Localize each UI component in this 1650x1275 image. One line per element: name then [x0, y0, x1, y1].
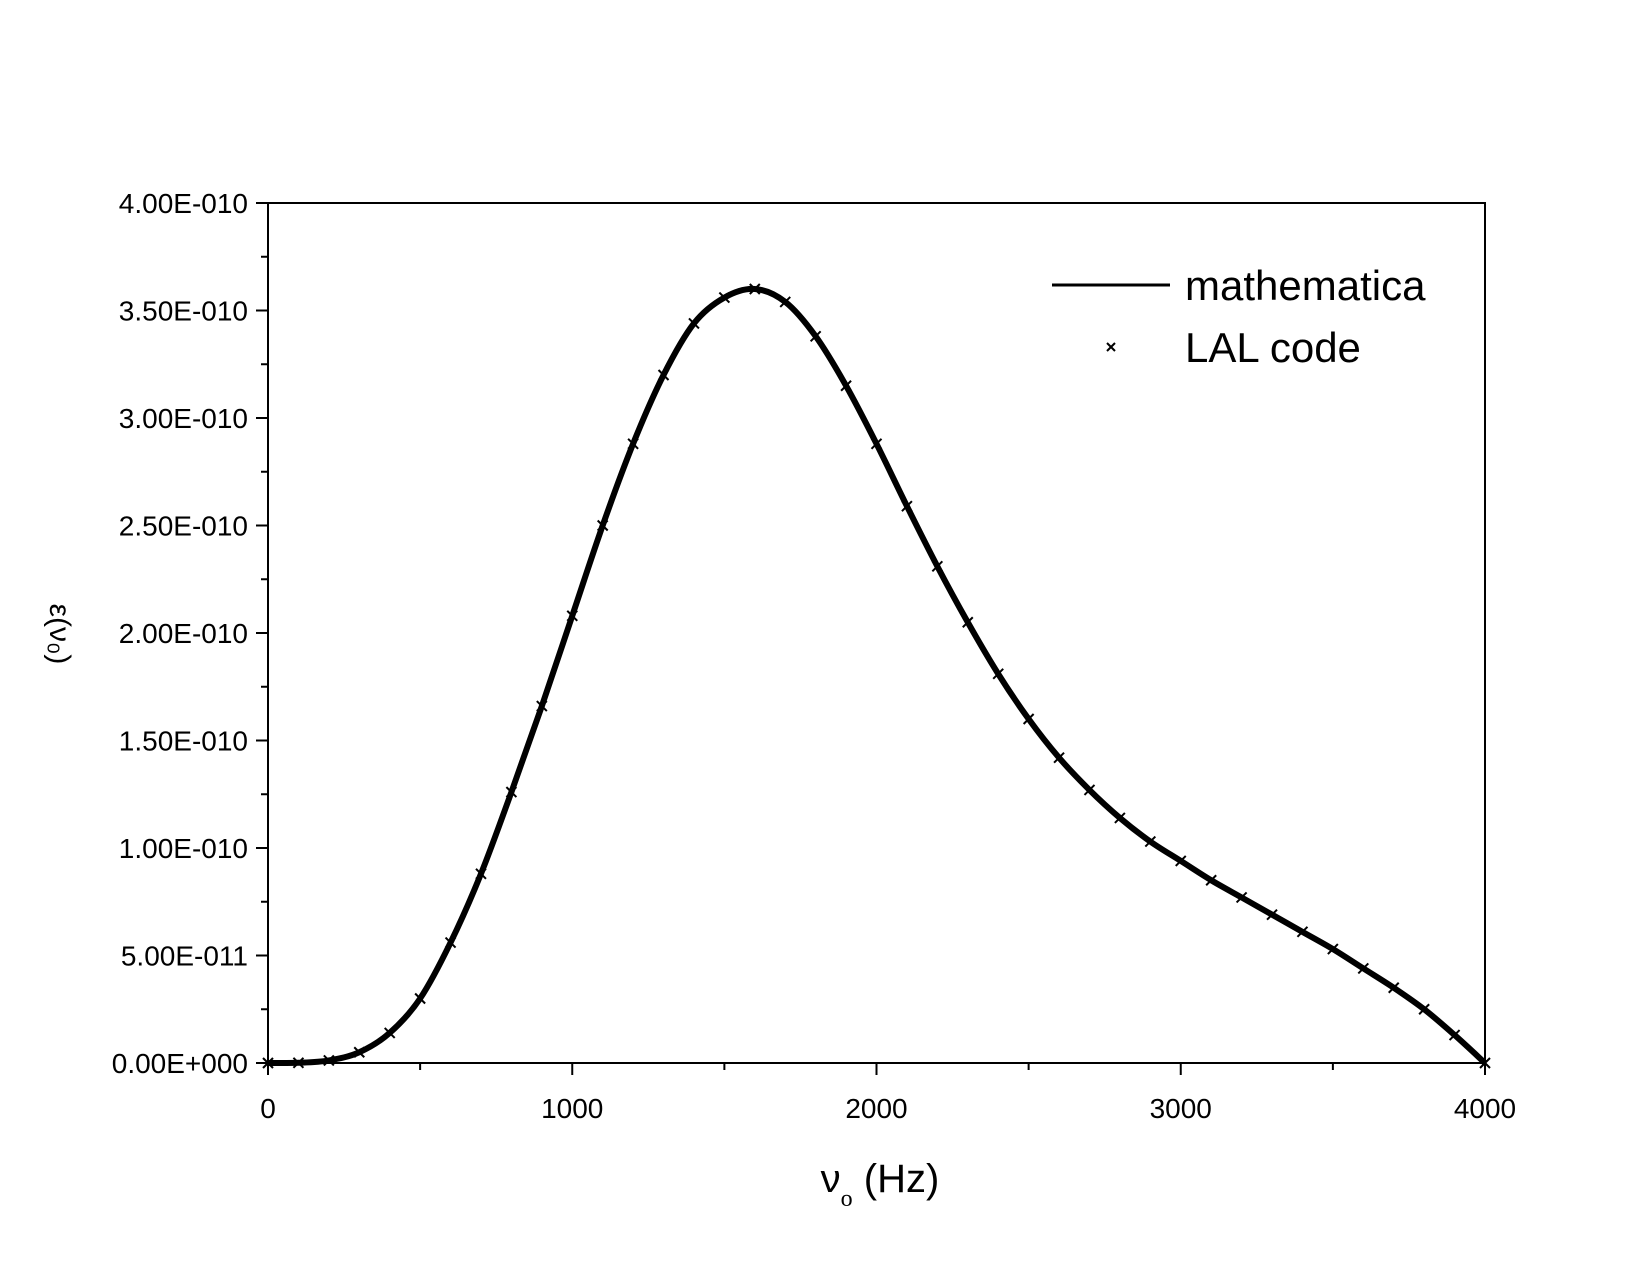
y-tick-label: 1.50E-010	[119, 726, 248, 757]
x-tick-label: 2000	[845, 1093, 907, 1124]
y-tick-label: 2.50E-010	[119, 511, 248, 542]
mathematica-series-line	[267, 285, 1488, 1067]
y-tick-label: 1.00E-010	[119, 833, 248, 864]
y-tick-label: 0.00E+000	[112, 1048, 248, 1079]
y-tick-label: 4.00E-010	[119, 188, 248, 219]
x-tick-label: 1000	[541, 1093, 603, 1124]
x-tick-label: 3000	[1150, 1093, 1212, 1124]
legend-label-lal-code: LAL code	[1185, 324, 1361, 371]
x-axis-title: νo (Hz)	[821, 1157, 940, 1212]
y-tick-label: 5.00E-011	[121, 941, 248, 972]
legend: mathematica LAL code	[1052, 262, 1426, 371]
y-axis-ticks: 0.00E+000 5.00E-011 1.00E-010 1.50E-010 2.00…	[112, 188, 268, 1079]
x-tick-label: 4000	[1454, 1093, 1516, 1124]
y-tick-label: 3.00E-010	[119, 403, 248, 434]
legend-label-mathematica: mathematica	[1185, 262, 1426, 309]
y-axis-title: ε(ν₀)	[43, 604, 76, 665]
x-axis-ticks: 0 1000 2000 3000 4000	[260, 1063, 1516, 1124]
x-tick-label: 0	[260, 1093, 276, 1124]
y-tick-label: 3.50E-010	[119, 296, 248, 327]
y-tick-label: 2.00E-010	[119, 618, 248, 649]
legend-marker-swatch	[1106, 342, 1116, 352]
